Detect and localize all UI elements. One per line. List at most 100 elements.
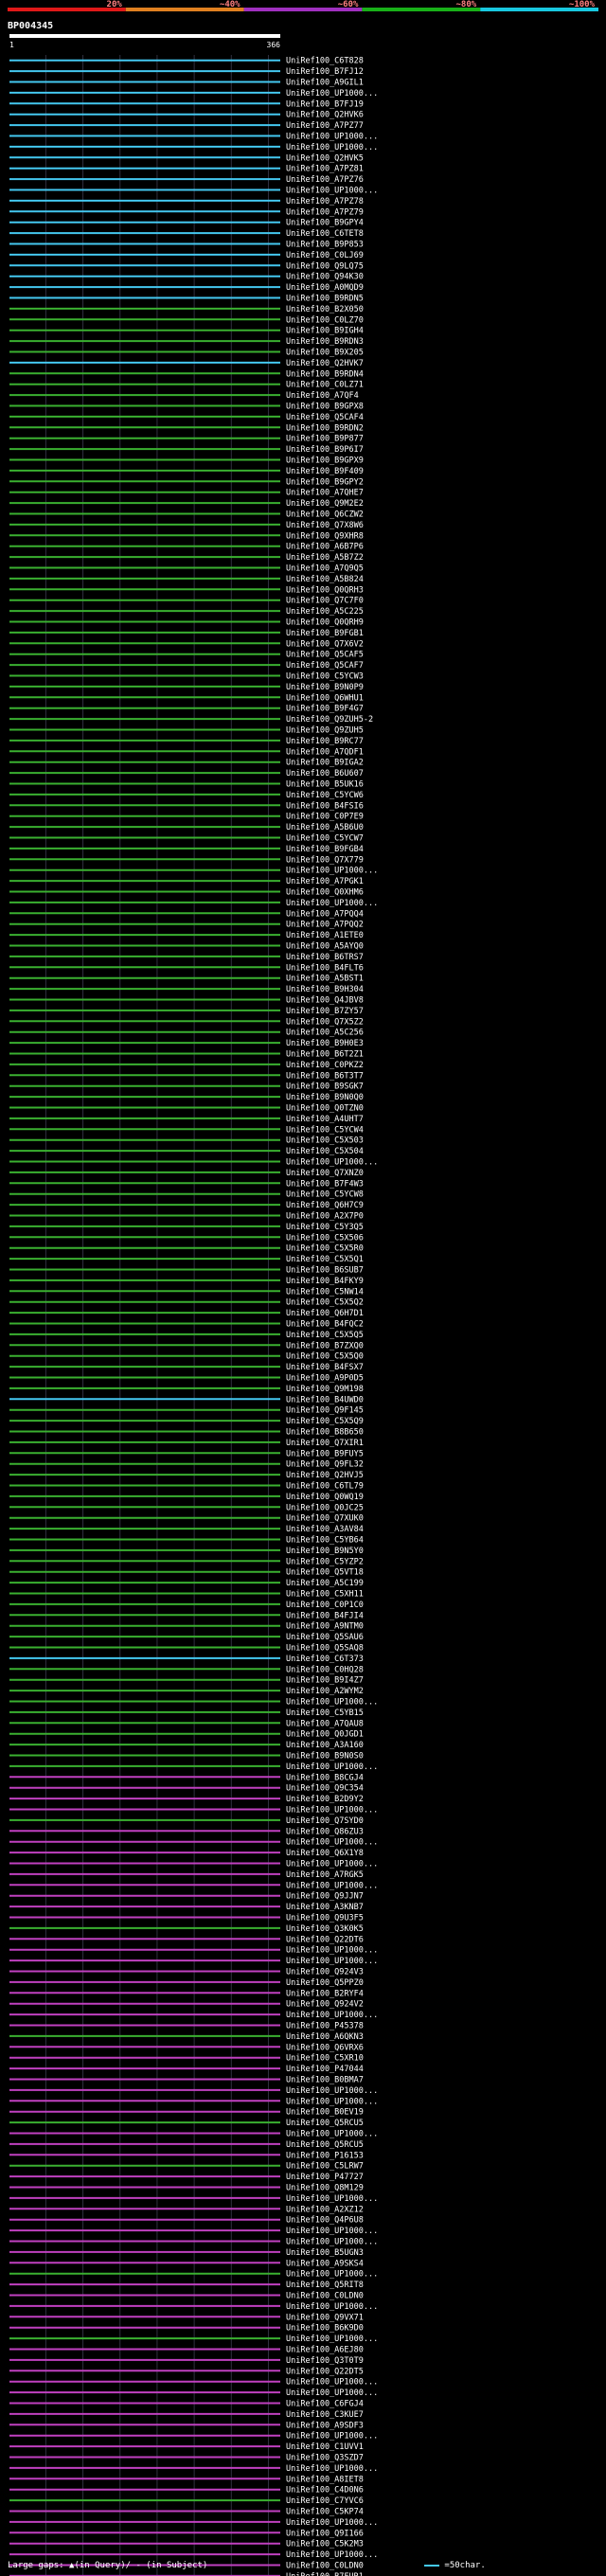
hit-label: UniRef100_Q7SYD0 — [286, 1816, 364, 1826]
hit-label: UniRef100_Q2HVK6 — [286, 111, 364, 120]
hit-label: UniRef100_UP1000... — [286, 1860, 378, 1869]
hit-label: UniRef100_B4FKY9 — [286, 1277, 364, 1286]
identity-bin — [243, 8, 363, 11]
hit-label: UniRef100_UP1000... — [286, 133, 378, 142]
hit-label: UniRef100_C5K2M3 — [286, 2540, 364, 2549]
hit-label: UniRef100_B9RDN5 — [286, 295, 364, 304]
hit-label: UniRef100_C5YB15 — [286, 1708, 364, 1718]
hit-label: UniRef100_A9NTM0 — [286, 1622, 364, 1632]
hit-label: UniRef100_C5X5Q0 — [286, 1352, 364, 1362]
hit-label: UniRef100_UP1000... — [286, 143, 378, 152]
hit-label: UniRef100_A7PQQ4 — [286, 909, 364, 919]
scale-sample-line — [424, 2564, 439, 2567]
hit-label: UniRef100_Q9ZUH5 — [286, 726, 364, 736]
hit-label: UniRef100_C5X506 — [286, 1233, 364, 1243]
hit-label: UniRef100_UP1000... — [286, 2086, 378, 2096]
hit-label: UniRef100_B4FLT6 — [286, 963, 364, 973]
hit-label: UniRef100_C5X5Q9 — [286, 1417, 364, 1426]
hit-label: UniRef100_A5C256 — [286, 1029, 364, 1038]
hit-label: UniRef100_B9FGB1 — [286, 629, 364, 638]
hit-label: UniRef100_Q3K0K5 — [286, 1924, 364, 1934]
hit-label: UniRef100_C6T373 — [286, 1655, 364, 1664]
hit-label: UniRef100_UP1000... — [286, 1806, 378, 1816]
hit-label: UniRef100_B8CGJ4 — [286, 1773, 364, 1782]
hit-label: UniRef100_C5XH11 — [286, 1590, 364, 1600]
hit-label: UniRef100_Q5SAQ8 — [286, 1644, 364, 1654]
hit-label: UniRef100_B6T2Z1 — [286, 1050, 364, 1060]
hit-label: UniRef100_C5YCW4 — [286, 1125, 364, 1135]
hit-label: UniRef100_C5YCW8 — [286, 1190, 364, 1200]
hit-label: UniRef100_A7PZ79 — [286, 207, 364, 217]
hit-label: UniRef100_A6QKN3 — [286, 2032, 364, 2042]
hit-label: UniRef100_C5YB64 — [286, 1536, 364, 1546]
hit-label: UniRef100_C5X504 — [286, 1147, 364, 1156]
hit-label: UniRef100_A5B824 — [286, 575, 364, 584]
hit-label: UniRef100_C3KUE7 — [286, 2410, 364, 2420]
hit-label: UniRef100_Q6VRX6 — [286, 2043, 364, 2052]
hit-label: UniRef100_Q3SZD7 — [286, 2454, 364, 2463]
hit-label: UniRef100_C6FGJ4 — [286, 2400, 364, 2409]
hit-label: UniRef100_B7FUR1 — [286, 2572, 364, 2576]
hit-label: UniRef100_B2X050 — [286, 305, 364, 314]
hit-label: UniRef100_A5B6U0 — [286, 823, 364, 832]
hit-label: UniRef100_A7PZ77 — [286, 121, 364, 131]
hit-label: UniRef100_Q0JC25 — [286, 1503, 364, 1512]
hit-label: UniRef100_Q6WHU1 — [286, 693, 364, 703]
hit-label: UniRef100_A6B7P6 — [286, 543, 364, 552]
hit-label: UniRef100_Q6CZW2 — [286, 510, 364, 520]
hit-label: UniRef100_C0LZ71 — [286, 381, 364, 390]
hit-label: UniRef100_UP1000... — [286, 2194, 378, 2204]
hit-label: UniRef100_A7PGK1 — [286, 877, 364, 886]
hit-label: UniRef100_C5X5Q5 — [286, 1331, 364, 1340]
hit-label: UniRef100_B9H304 — [286, 985, 364, 994]
hit-label: UniRef100_B9P853 — [286, 241, 364, 250]
hit-label: UniRef100_A7QHE7 — [286, 489, 364, 498]
hit-label: UniRef100_Q7C7F0 — [286, 597, 364, 606]
hit-label: UniRef100_C0P1C0 — [286, 1601, 364, 1610]
hit-label: UniRef100_UP1000... — [286, 1762, 378, 1772]
hit-label: UniRef100_Q0WQ19 — [286, 1493, 364, 1502]
hit-label: UniRef100_Q5CAF5 — [286, 651, 364, 660]
hit-label: UniRef100_Q7XIR1 — [286, 1439, 364, 1448]
hit-label: UniRef100_A7PQQ2 — [286, 921, 364, 930]
hit-label: UniRef100_Q6H7D1 — [286, 1309, 364, 1318]
hit-label: UniRef100_B4FSI6 — [286, 801, 364, 811]
identity-tick-label: ~100% — [569, 0, 596, 9]
hit-label: UniRef100_C4D0N6 — [286, 2486, 364, 2496]
hit-label: UniRef100_B9X205 — [286, 349, 364, 358]
hit-label: UniRef100_A9SDF3 — [286, 2421, 364, 2430]
hit-label: UniRef100_A1ETE0 — [286, 931, 364, 940]
hit-label: UniRef100_A5C199 — [286, 1579, 364, 1588]
hit-label: UniRef100_Q7X6V2 — [286, 639, 364, 649]
hit-label: UniRef100_C0HQ28 — [286, 1665, 364, 1674]
hit-label: UniRef100_A0MQD9 — [286, 283, 364, 293]
hit-label: UniRef100_UP1000... — [286, 2432, 378, 2442]
hit-label: UniRef100_Q9JJN7 — [286, 1892, 364, 1902]
hit-label: UniRef100_Q5PPZ0 — [286, 1978, 364, 1988]
hit-label: UniRef100_B6U607 — [286, 769, 364, 778]
hit-label: UniRef100_UP1000... — [286, 1838, 378, 1848]
hit-label: UniRef100_Q5CAF4 — [286, 413, 364, 422]
hit-label: UniRef100_B9GPY2 — [286, 477, 364, 487]
hit-label: UniRef100_B9RC77 — [286, 737, 364, 746]
hit-label: UniRef100_B0EV19 — [286, 2108, 364, 2118]
hit-label: UniRef100_Q22DT5 — [286, 2367, 364, 2376]
footer-gaps-legend: Large gaps: ▲(in Query)/ - (in Subject) — [8, 2561, 208, 2570]
scale-text: =50char. — [444, 2561, 486, 2570]
hit-label: UniRef100_A3A160 — [286, 1741, 364, 1750]
hit-label: UniRef100_B0BMA7 — [286, 2076, 364, 2085]
footer-scale-legend: =50char. — [424, 2561, 486, 2570]
hit-label: UniRef100_A3KNB7 — [286, 1903, 364, 1912]
hit-label: UniRef100_Q9LQ75 — [286, 261, 364, 271]
hit-label: UniRef100_Q2HVK7 — [286, 359, 364, 368]
hit-label: UniRef100_B7ZY57 — [286, 1007, 364, 1016]
hit-label: UniRef100_B9F4G7 — [286, 705, 364, 714]
hit-label: UniRef100_B9RDN2 — [286, 423, 364, 433]
hit-label: UniRef100_A7Q9Q5 — [286, 564, 364, 574]
hit-label: UniRef100_Q8M129 — [286, 2184, 364, 2193]
hit-label: UniRef100_Q9ZUH5-2 — [286, 715, 373, 724]
hit-label: UniRef100_Q7XNZ0 — [286, 1169, 364, 1178]
hit-label: UniRef100_B4UWD0 — [286, 1395, 364, 1404]
hit-label: UniRef100_C5YCW7 — [286, 834, 364, 844]
